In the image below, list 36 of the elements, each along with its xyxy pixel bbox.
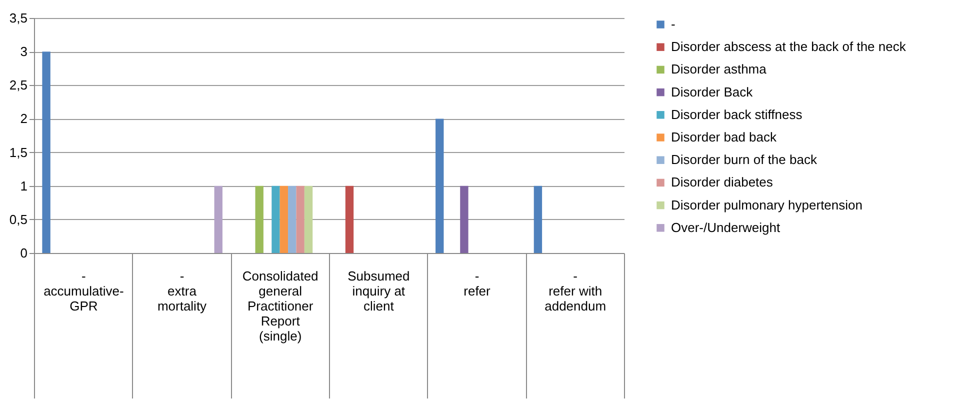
x-tick-label: Subsumed inquiry at client — [348, 268, 410, 314]
legend-label: Disorder bad back — [671, 130, 777, 144]
y-tick-label: 0,5 — [9, 212, 28, 227]
bar — [288, 186, 296, 253]
y-tick-label: 1,5 — [9, 144, 28, 160]
legend-label: Over-/Underweight — [671, 220, 780, 235]
y-tick-label: 3,5 — [9, 10, 28, 26]
legend-label: Disorder diabetes — [671, 174, 774, 190]
legend-label: Disorder pulmonary hypertension — [671, 197, 862, 212]
legend-label: Disorder asthma — [671, 62, 768, 77]
bar — [460, 186, 468, 253]
bar — [42, 52, 50, 253]
x-tick-label: - extra mortality — [157, 268, 208, 314]
y-tick-label: 2 — [20, 111, 28, 126]
legend-label: Disorder burn of the back — [671, 152, 818, 168]
legend-label: Disorder Back — [671, 84, 754, 100]
bar — [296, 186, 304, 253]
bar — [214, 186, 222, 253]
bar — [255, 186, 264, 253]
bar — [436, 118, 444, 253]
y-tick-label: 2,5 — [9, 78, 28, 93]
x-tick-label: - refer — [464, 268, 492, 298]
bar — [304, 186, 313, 253]
legend-label: Disorder abscess at the back of the neck — [671, 39, 906, 54]
x-tick-label: - accumulative-GPR — [44, 268, 124, 314]
y-tick-label: 1 — [20, 178, 28, 194]
y-tick-label: 3 — [20, 44, 28, 60]
bar — [280, 186, 288, 253]
bar — [534, 186, 542, 253]
bar — [272, 186, 280, 253]
x-tick-label: - refer with addendum — [544, 268, 606, 314]
y-tick-label: 0 — [20, 246, 28, 260]
x-tick-label: Consolidated general Practitioner Report (single) — [242, 268, 318, 344]
bar — [345, 186, 354, 253]
legend-label: - — [671, 16, 676, 32]
legend-label: Disorder back stiffness — [671, 106, 803, 122]
